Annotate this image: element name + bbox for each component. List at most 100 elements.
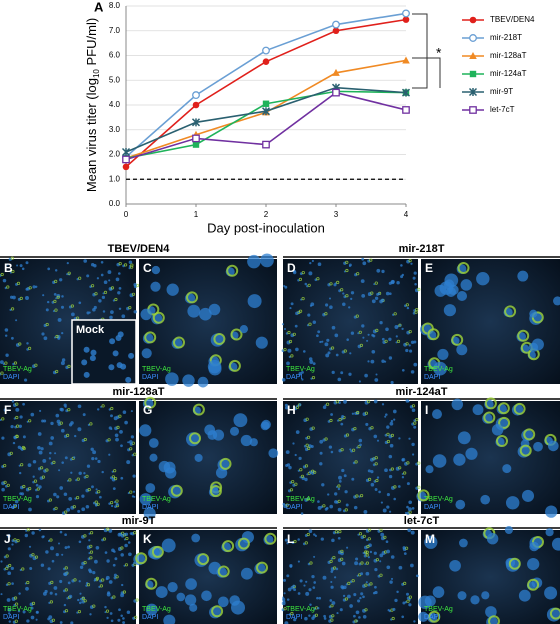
nucleus (132, 474, 136, 478)
nucleus (300, 512, 304, 515)
antigen (386, 439, 390, 444)
nucleus (130, 435, 135, 439)
antigen (313, 470, 317, 474)
nucleus (545, 528, 554, 537)
nucleus (26, 342, 29, 345)
nucleus (41, 332, 45, 336)
nucleus (161, 538, 176, 553)
nucleus (309, 603, 312, 607)
nucleus (379, 321, 383, 325)
nucleus (128, 440, 133, 444)
antigen (49, 600, 54, 604)
antigen (86, 583, 91, 587)
nucleus (108, 528, 113, 533)
nucleus (49, 591, 53, 595)
nucleus (7, 571, 12, 576)
nucleus (36, 611, 39, 614)
nucleus (283, 592, 286, 595)
nucleus (12, 441, 16, 445)
nucleus (28, 545, 32, 548)
nucleus (365, 581, 368, 584)
nucleus (410, 262, 413, 265)
antigen (151, 545, 164, 558)
nucleus (403, 552, 407, 555)
nucleus (133, 310, 137, 314)
x-axis-label: Day post-inoculation (207, 220, 325, 235)
nucleus (35, 495, 40, 499)
nucleus (363, 509, 368, 514)
antigen (345, 433, 350, 437)
antigen (94, 292, 98, 296)
nucleus (377, 292, 381, 296)
nucleus (381, 269, 385, 274)
nucleus (311, 259, 314, 263)
nucleus (100, 273, 104, 277)
antigen (66, 433, 70, 437)
antigen (331, 614, 335, 618)
antigen (173, 336, 185, 349)
nucleus (78, 471, 82, 476)
antigen (76, 495, 80, 500)
antigen (406, 461, 410, 465)
y-tick-label: 3.0 (109, 125, 121, 134)
nucleus (330, 585, 334, 589)
antigen (338, 529, 342, 534)
nucleus (342, 302, 346, 307)
antigen (417, 287, 421, 291)
nucleus (40, 447, 44, 451)
nucleus (362, 614, 367, 619)
nucleus (322, 405, 327, 409)
antigen (498, 416, 511, 429)
nucleus (389, 510, 392, 513)
nucleus (295, 430, 300, 434)
nucleus (384, 360, 387, 363)
nucleus (485, 606, 497, 618)
antigen (145, 577, 158, 590)
nucleus (149, 453, 158, 462)
nucleus (109, 612, 113, 615)
nucleus (123, 532, 126, 536)
antigen (120, 546, 124, 550)
nucleus (128, 552, 132, 557)
antigen (287, 330, 291, 335)
antigen (384, 339, 388, 343)
nucleus (57, 542, 61, 545)
nucleus (401, 458, 405, 462)
stain-label: TBEV-Ag (424, 496, 453, 503)
nucleus (333, 283, 337, 287)
nucleus (97, 459, 101, 464)
nucleus (37, 432, 42, 436)
stain-label: TBEV-Ag (142, 366, 171, 373)
nucleus (457, 591, 467, 601)
antigen (64, 588, 68, 592)
antigen (351, 448, 356, 452)
antigen (4, 361, 8, 365)
stain-label: DAPI (424, 374, 440, 381)
nucleus (297, 592, 301, 595)
nucleus (78, 580, 81, 583)
nucleus (406, 482, 410, 486)
nucleus (425, 465, 434, 474)
antigen (308, 322, 312, 326)
antigen (49, 538, 53, 542)
inset-label: Mock (76, 324, 105, 336)
nucleus (350, 297, 353, 301)
nucleus (375, 373, 378, 376)
nucleus (28, 507, 32, 512)
nucleus (358, 380, 361, 383)
nucleus (455, 499, 466, 510)
nucleus (340, 422, 344, 426)
y-tick-label: 1.0 (109, 174, 121, 183)
nucleus (133, 495, 136, 498)
antigen (306, 532, 310, 537)
panel-header: mir-124aT (396, 386, 448, 398)
nucleus (374, 378, 379, 382)
nucleus (268, 448, 279, 459)
nucleus (247, 254, 261, 269)
nucleus (10, 336, 14, 340)
nucleus (433, 361, 447, 376)
nucleus (317, 500, 320, 503)
nucleus (111, 548, 115, 553)
antigen (340, 549, 344, 553)
nucleus (346, 338, 349, 341)
